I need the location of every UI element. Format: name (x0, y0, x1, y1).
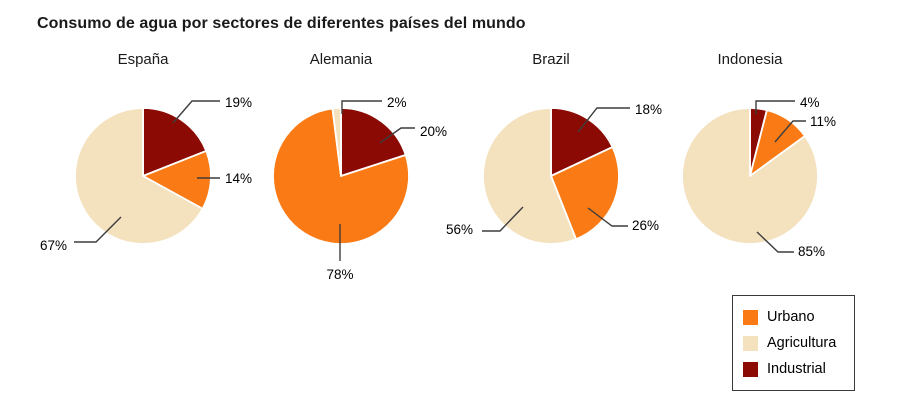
pct-label-alemania-agricultura: 2% (387, 95, 407, 110)
pct-label-espana-agricultura: 67% (40, 238, 68, 253)
pct-label-indonesia-agricultura: 85% (798, 244, 826, 259)
pct-label-espana-urbano: 14% (225, 171, 253, 186)
legend: Urbano Agricultura Industrial (732, 295, 855, 391)
pie-slice-alemania-agricultura (331, 107, 342, 177)
pie-slice-indonesia-agricultura (681, 107, 819, 245)
pie-title-brazil: Brazil (532, 51, 570, 68)
chart-title: Consumo de agua por sectores de diferent… (37, 15, 526, 32)
pct-label-brazil-urbano: 26% (632, 218, 660, 233)
legend-item-industrial: Industrial (743, 356, 850, 382)
pct-label-brazil-agricultura: 56% (446, 222, 474, 237)
legend-swatch-industrial (743, 361, 758, 377)
legend-item-agricultura: Agricultura (743, 330, 850, 356)
legend-label-agricultura: Agricultura (767, 335, 837, 351)
pie-espana (74, 107, 212, 245)
pct-label-indonesia-industrial: 4% (800, 95, 820, 110)
pie-slice-espaa-urbano (142, 150, 212, 210)
pct-label-espana-industrial: 19% (225, 95, 253, 110)
pie-slice-espaa-agricultura (74, 107, 204, 245)
legend-item-urbano: Urbano (743, 304, 850, 330)
legend-swatch-agricultura (743, 335, 758, 351)
pct-label-alemania-industrial: 20% (420, 124, 448, 139)
pie-indonesia (681, 107, 819, 245)
pie-brazil (482, 107, 620, 245)
pie-title-alemania: Alemania (309, 51, 373, 68)
pie-title-indonesia: Indonesia (717, 51, 783, 68)
legend-label-industrial: Industrial (767, 361, 826, 377)
legend-swatch-urbano (743, 309, 758, 325)
pct-label-indonesia-urbano: 11% (810, 114, 837, 129)
pct-label-alemania-urbano: 78% (326, 267, 354, 282)
pct-label-brazil-industrial: 18% (635, 102, 663, 117)
legend-label-urbano: Urbano (767, 309, 815, 325)
pie-title-espana: España (117, 51, 169, 68)
pie-alemania (272, 107, 410, 245)
